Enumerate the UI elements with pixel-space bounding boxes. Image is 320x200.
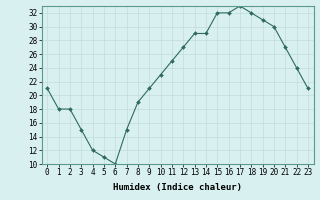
- X-axis label: Humidex (Indice chaleur): Humidex (Indice chaleur): [113, 183, 242, 192]
